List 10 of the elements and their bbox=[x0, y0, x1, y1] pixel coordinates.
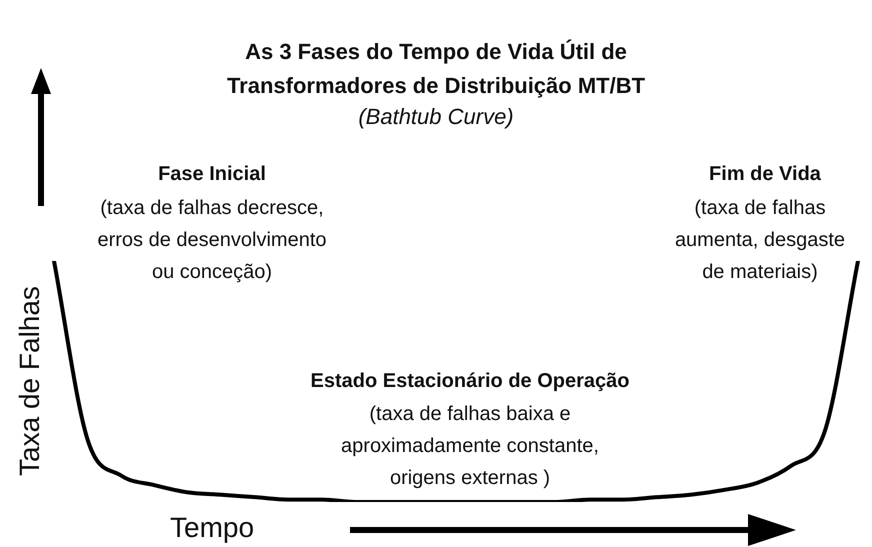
text: Fim de Vida bbox=[708, 162, 822, 187]
chart-subtitle: (Bathtub Curve) bbox=[357, 104, 515, 130]
chart-title: As 3 Fases do Tempo de Vida Útil de Transformadores de Distribuição MT/BT bbox=[226, 38, 646, 100]
text: Fase Inicial bbox=[157, 162, 267, 187]
annotation: Estado Estacionário de Operação bbox=[310, 369, 630, 394]
annotation: (taxa de falhas baixa e aproximadamente constante, origens externas ) bbox=[340, 402, 600, 491]
y-axis-title: Taxa de Falhas bbox=[14, 285, 46, 478]
annotation: (taxa de falhas decresce, erros de desenvolvimento ou conceção) bbox=[96, 196, 328, 285]
x-axis-title: Tempo bbox=[170, 512, 256, 544]
annotation: (taxa de falhas aumenta, desgaste de materiais) bbox=[674, 196, 846, 285]
